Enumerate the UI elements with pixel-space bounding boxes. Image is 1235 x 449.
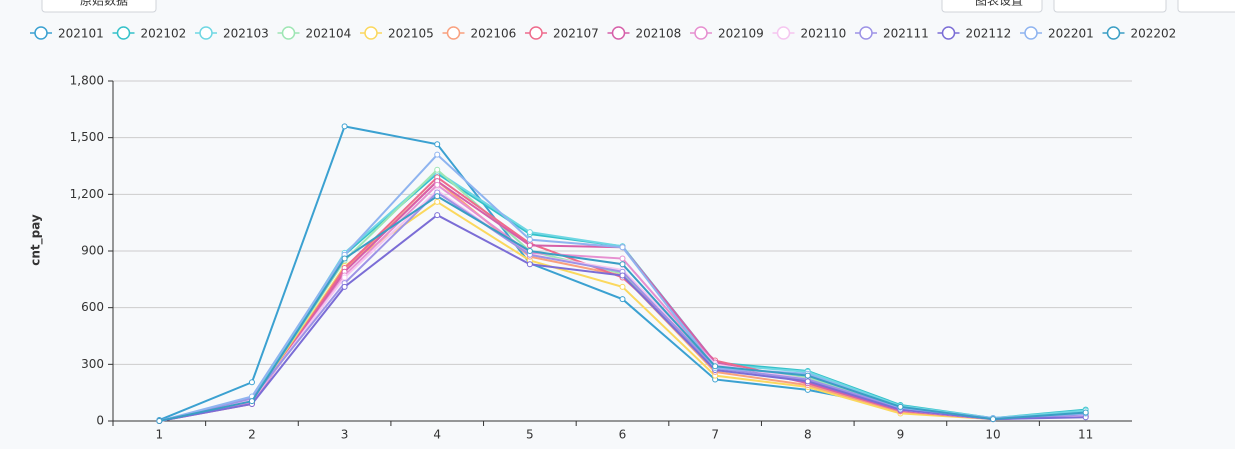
legend-label: 202108	[636, 27, 682, 41]
data-point	[526, 248, 533, 254]
y-tick-label: 1,500	[70, 130, 104, 144]
raw-data-label: 原始数据	[80, 0, 128, 8]
data-point	[526, 229, 533, 236]
legend-icon	[941, 26, 956, 40]
data-point	[434, 166, 441, 173]
data-point	[341, 283, 348, 290]
x-tick-label: 8	[804, 428, 812, 442]
y-tick-label: 1,200	[70, 187, 104, 201]
legend-label: 202107	[553, 27, 599, 41]
legend-label: 202110	[801, 27, 847, 41]
series-line	[159, 189, 1086, 422]
legend-label: 202104	[306, 27, 352, 41]
x-tick-label: 11	[1078, 428, 1093, 442]
data-point	[619, 296, 626, 303]
data-point	[434, 198, 441, 205]
data-point	[619, 244, 626, 251]
x-tick-label: 10	[985, 428, 1000, 442]
data-point	[619, 255, 626, 262]
data-point	[990, 416, 997, 423]
data-point	[434, 212, 441, 219]
x-tick-label: 4	[433, 428, 441, 442]
legend-icon	[364, 26, 378, 40]
settings-label: 图表设置	[975, 0, 1023, 8]
series-line	[159, 191, 1086, 422]
legend-icon	[446, 26, 461, 40]
data-point	[526, 236, 533, 243]
data-point	[526, 242, 533, 249]
data-point	[248, 398, 255, 405]
data-point	[434, 141, 441, 148]
legend-label: 202109	[718, 27, 764, 41]
x-tick-label: 3	[341, 428, 349, 442]
x-tick-label: 2	[248, 428, 256, 442]
legend-label: 202201	[1048, 27, 1094, 41]
legend-label: 202202	[1131, 27, 1177, 41]
data-point	[804, 378, 811, 385]
legend-icon	[859, 26, 873, 40]
series-line	[159, 183, 1086, 422]
x-tick-label: 1	[155, 428, 163, 442]
y-tick-label: 300	[81, 357, 104, 371]
legend-label: 202101	[58, 27, 104, 41]
data-point	[712, 363, 719, 370]
series-line	[159, 200, 1086, 422]
legend-icon	[199, 26, 213, 40]
data-point	[434, 181, 441, 188]
data-point	[526, 261, 533, 268]
legend-label: 202111	[883, 27, 929, 41]
series-line	[159, 168, 1086, 422]
data-point	[341, 274, 348, 281]
legend-icon	[611, 26, 626, 40]
settings-button[interactable]	[941, 0, 1043, 13]
data-point	[1082, 409, 1089, 416]
y-tick-label: 1,800	[70, 74, 104, 88]
data-point	[619, 272, 626, 279]
data-point	[619, 261, 626, 268]
data-point	[804, 372, 811, 379]
data-point	[434, 193, 441, 200]
series-line	[159, 195, 1086, 422]
x-tick-label: 5	[526, 428, 534, 442]
y-tick-label: 900	[81, 244, 104, 258]
data-point	[341, 123, 348, 130]
data-point	[248, 379, 255, 386]
legend-icon	[694, 26, 708, 40]
legend-icon	[1106, 26, 1121, 40]
legend-label: 202105	[388, 27, 434, 41]
download-button[interactable]	[1053, 0, 1167, 13]
data-point	[341, 255, 348, 262]
raw-data-button[interactable]	[41, 0, 157, 13]
data-point	[897, 403, 904, 410]
legend-icon	[776, 26, 791, 40]
legend-label: 202102	[141, 27, 187, 41]
legend-icon	[116, 26, 131, 40]
legend-label: 202112	[966, 27, 1012, 41]
y-axis-label: cnt_pay	[29, 214, 44, 266]
legend-icon	[281, 26, 296, 40]
download-button[interactable]	[1177, 0, 1235, 13]
legend-icon	[34, 26, 48, 40]
legend-icon	[1024, 26, 1038, 40]
legend-label: 202106	[471, 27, 517, 41]
y-tick-label: 0	[96, 414, 104, 428]
data-point	[619, 283, 626, 290]
x-tick-label: 6	[619, 428, 627, 442]
y-tick-label: 600	[81, 300, 104, 314]
x-tick-label: 9	[897, 428, 905, 442]
data-point	[156, 418, 163, 424]
legend-icon	[529, 26, 543, 40]
legend-label: 202103	[223, 27, 269, 41]
x-tick-label: 7	[711, 428, 719, 442]
data-point	[434, 151, 441, 158]
